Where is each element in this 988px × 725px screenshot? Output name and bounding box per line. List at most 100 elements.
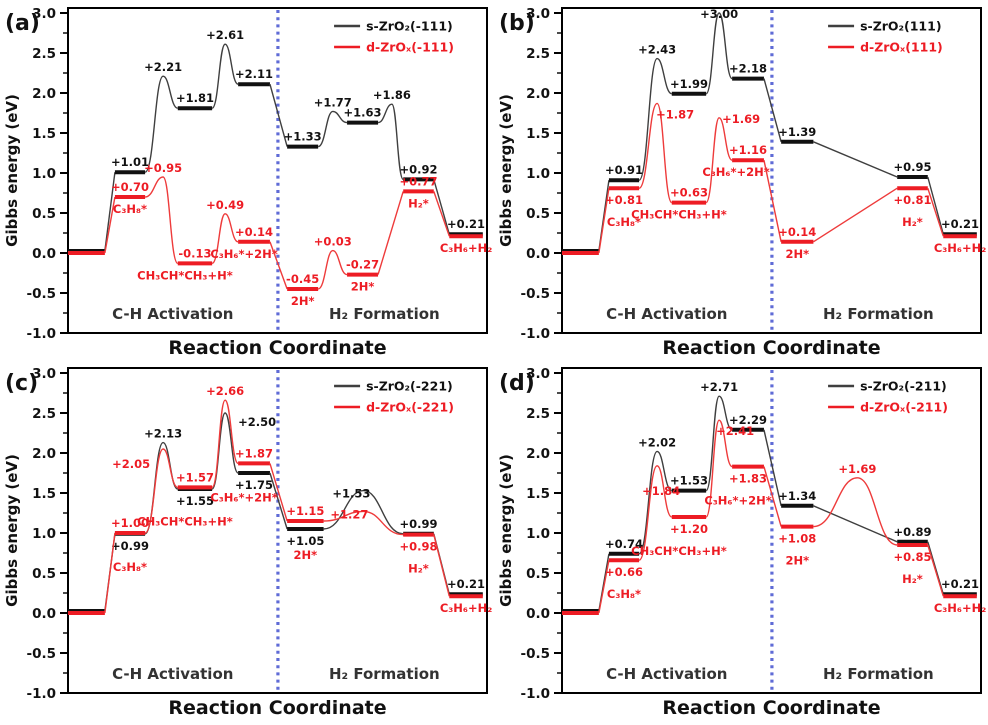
connector-line — [377, 191, 404, 275]
transition-state-curve — [705, 12, 733, 95]
connector-line — [813, 187, 898, 243]
transition-state-curve — [705, 117, 733, 204]
y-tick-label: 2.5 — [32, 406, 56, 422]
y-axis-title: Gibbs energy (eV) — [497, 454, 515, 607]
y-tick-label: 1.5 — [526, 126, 550, 142]
energy-diagram-c: 3.0 2.5 2.0 1.5 1.0 0.5 0.0 -0.5 -1.0 C-H Activat… — [3, 366, 492, 719]
panel-b: 3.0 2.5 2.0 1.5 1.0 0.5 0.0 -0.5 -1.0 C-H Activat… — [494, 0, 988, 360]
y-tick-label: 0.0 — [526, 606, 550, 622]
y-tick-label: 1.0 — [526, 166, 550, 182]
species-label: CH₃CH*CH₃+H* — [137, 268, 233, 282]
energy-value-label: +0.63 — [670, 186, 708, 200]
transition-state-curve — [638, 450, 673, 555]
energy-value-label: -0.45 — [286, 272, 319, 286]
energy-value-label: +1.55 — [176, 494, 214, 508]
ts-energy-label: +1.53 — [332, 487, 370, 501]
y-tick-label: -0.5 — [520, 286, 550, 302]
ts-energy-label: +2.50 — [238, 415, 276, 429]
energy-value-label: +1.99 — [670, 77, 708, 91]
plot-box — [67, 367, 488, 694]
transition-state-curve — [638, 465, 673, 561]
energy-value-label: +0.95 — [893, 160, 931, 174]
transition-state-curve — [211, 43, 239, 109]
energy-value-label: +1.81 — [176, 91, 214, 105]
y-tick-label: 3.0 — [32, 6, 56, 22]
connector-line — [104, 196, 116, 254]
ts-energy-label: +2.41 — [716, 424, 754, 438]
species-label: C₃H₆+H₂ — [934, 601, 986, 615]
x-axis-title: Reaction Coordinate — [168, 337, 386, 359]
x-axis-title: Reaction Coordinate — [662, 337, 880, 359]
energy-value-label: +2.29 — [729, 413, 767, 427]
energy-value-label: +1.20 — [670, 522, 708, 536]
legend-label: d-ZrOₓ(-221) — [366, 400, 454, 415]
plot-box — [561, 367, 982, 694]
legend-label: d-ZrOₓ(-111) — [366, 40, 454, 55]
connector-line — [269, 463, 288, 522]
y-tick-label: 3.0 — [32, 366, 56, 382]
ts-energy-label: +1.77 — [314, 95, 352, 109]
ts-energy-label: +1.84 — [642, 484, 680, 498]
transition-state-curve — [705, 395, 733, 492]
energy-diagram-b: 3.0 2.5 2.0 1.5 1.0 0.5 0.0 -0.5 -1.0 C-H Activat… — [497, 6, 986, 359]
y-tick-label: 2.5 — [32, 46, 56, 62]
section-label-ch-activation: C-H Activation — [112, 665, 233, 683]
panel-d: 3.0 2.5 2.0 1.5 1.0 0.5 0.0 -0.5 -1.0 C-H Activat… — [494, 360, 988, 720]
connector-line — [598, 188, 610, 254]
energy-value-label: +2.11 — [235, 67, 273, 81]
species-label: C₃H₆*+2H* — [704, 494, 771, 508]
transition-state-curve — [317, 249, 348, 290]
legend-label: s-ZrO₂(111) — [860, 19, 941, 34]
y-tick-label: 2.0 — [32, 446, 56, 462]
connector-line — [104, 532, 116, 614]
y-axis-title: Gibbs energy (eV) — [497, 94, 515, 247]
connector-line — [433, 534, 450, 597]
panel-letter: (a) — [5, 11, 40, 36]
energy-value-label: +0.21 — [447, 217, 485, 231]
ts-energy-label: +0.49 — [206, 198, 244, 212]
y-axis-title: Gibbs energy (eV) — [3, 94, 21, 247]
energy-value-label: +1.08 — [778, 532, 816, 546]
x-axis-title: Reaction Coordinate — [168, 697, 386, 719]
species-label: H₂* — [408, 562, 429, 576]
energy-diagram-a: 3.0 2.5 2.0 1.5 1.0 0.5 0.0 -0.5 -1.0 C-H Activat… — [3, 6, 492, 359]
energy-value-label: +2.18 — [729, 62, 767, 76]
y-tick-label: 0.5 — [32, 566, 56, 582]
ts-energy-label: +2.21 — [144, 60, 182, 74]
ts-energy-label: +3.00 — [700, 7, 738, 21]
species-label: 2H* — [291, 294, 315, 308]
energy-value-label: +0.14 — [778, 225, 816, 239]
ts-energy-label: +1.69 — [838, 462, 876, 476]
y-tick-label: 2.0 — [526, 446, 550, 462]
y-tick-label: 0.5 — [526, 566, 550, 582]
transition-state-curve — [377, 103, 404, 181]
y-tick-label: 0.5 — [526, 206, 550, 222]
transition-state-curve — [323, 510, 404, 536]
ts-energy-label: +0.95 — [144, 161, 182, 175]
ts-energy-label: +2.05 — [112, 457, 150, 471]
connector-line — [433, 179, 450, 235]
energy-diagram-d: 3.0 2.5 2.0 1.5 1.0 0.5 0.0 -0.5 -1.0 C-H Activat… — [497, 366, 986, 719]
transition-state-curve — [211, 213, 239, 265]
connector-line — [927, 544, 944, 597]
energy-value-label: +0.77 — [399, 174, 437, 188]
y-tick-label: 0.5 — [32, 206, 56, 222]
y-tick-label: 2.0 — [526, 86, 550, 102]
plot-box — [561, 7, 982, 334]
ts-energy-label: +2.13 — [144, 427, 182, 441]
energy-value-label: +0.89 — [893, 525, 931, 539]
connector-line — [104, 172, 116, 252]
connector-line — [763, 160, 782, 242]
transition-state-curve — [638, 57, 673, 181]
energy-value-label: +1.57 — [176, 470, 214, 484]
y-tick-label: 2.5 — [526, 406, 550, 422]
ts-energy-label: +0.03 — [314, 235, 352, 249]
section-label-ch-activation: C-H Activation — [606, 665, 727, 683]
y-tick-label: 1.5 — [32, 126, 56, 142]
energy-value-label: +0.81 — [893, 193, 931, 207]
y-tick-label: -1.0 — [520, 326, 550, 342]
section-label-ch-activation: C-H Activation — [112, 305, 233, 323]
energy-value-label: +1.05 — [286, 534, 324, 548]
energy-value-label: +1.16 — [729, 143, 767, 157]
